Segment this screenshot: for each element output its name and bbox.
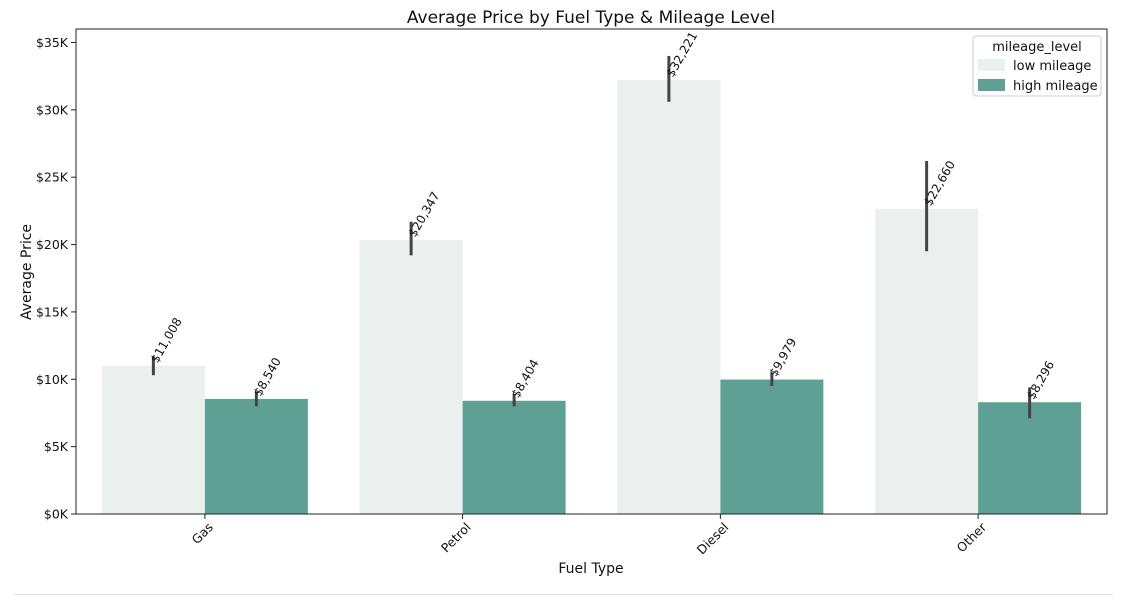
bar-value-label: $32,221: [663, 29, 700, 79]
plot-area: $11,008$20,347$32,221$22,660$8,540 $8,404…: [36, 28, 1108, 558]
bar: [204, 398, 308, 514]
x-tick-label: Other: [954, 519, 990, 555]
bar: [875, 208, 979, 514]
bar-value-label: $11,008: [148, 315, 185, 365]
legend-entry: high mileage: [1013, 79, 1098, 94]
legend-swatch: [978, 79, 1005, 91]
x-tick-label: Petrol: [438, 520, 474, 556]
x-tick-label: Diesel: [694, 520, 732, 558]
y-tick-label: $25K: [36, 170, 69, 185]
bar: [359, 239, 463, 515]
y-tick-label: $30K: [36, 102, 69, 117]
bottom-divider: [14, 594, 1113, 595]
y-tick-label: $5K: [44, 439, 69, 454]
x-tick-label: Gas: [189, 520, 216, 547]
legend-swatch: [978, 59, 1005, 71]
y-axis-label: Average Price: [19, 224, 35, 320]
bar-value-label: $9,979: [766, 336, 799, 379]
bar-value-label: $8,404: [509, 357, 542, 400]
y-tick-label: $10K: [36, 372, 69, 387]
bar: [617, 79, 721, 514]
legend-title: mileage_level: [992, 40, 1082, 55]
plot-frame: [75, 28, 1108, 515]
bar-value-label: $20,347: [406, 189, 443, 239]
legend-entry: low mileage: [1013, 59, 1091, 74]
y-tick-label: $15K: [36, 304, 69, 319]
bar: [720, 379, 824, 514]
y-tick-label: $20K: [36, 237, 69, 252]
y-tick-label: $0K: [44, 507, 69, 522]
bar: [978, 402, 1082, 514]
chart-title: Average Price by Fuel Type & Mileage Lev…: [407, 8, 775, 28]
bar: [101, 365, 205, 514]
bar-value-label: $8,540: [251, 355, 284, 398]
bar-value-label: $8,296: [1024, 358, 1057, 401]
x-axis-label: Fuel Type: [558, 561, 623, 577]
y-tick-label: $35K: [36, 35, 69, 50]
bar: [462, 400, 566, 514]
